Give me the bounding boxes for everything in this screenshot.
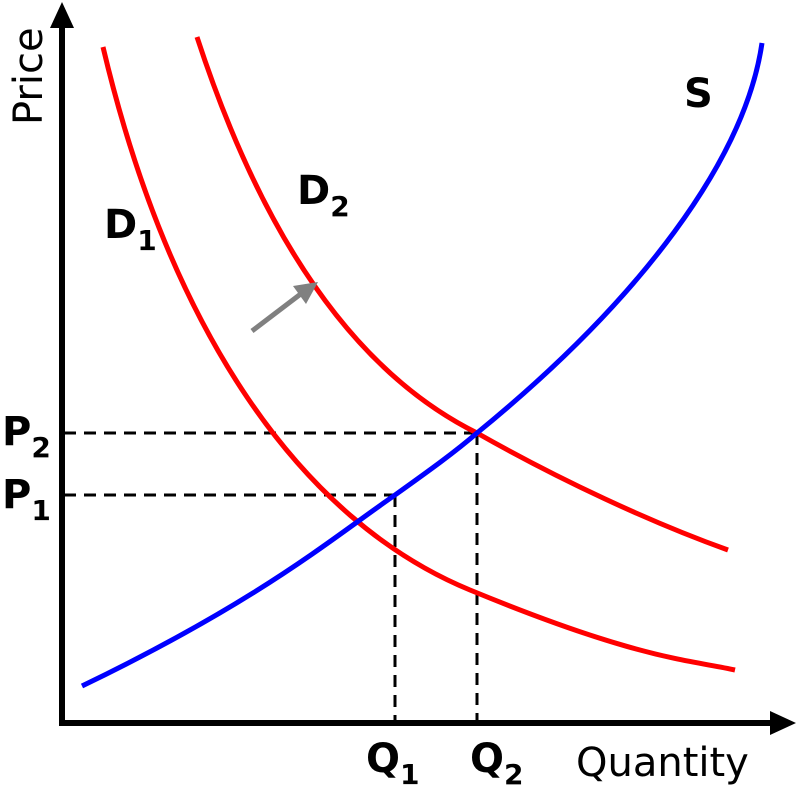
x-axis-label: Quantity bbox=[576, 740, 749, 786]
p1-letter: P bbox=[2, 472, 31, 518]
demand-shift-arrowhead bbox=[293, 282, 318, 304]
demand-curve-2 bbox=[194, 36, 729, 553]
p1-subscript: 1 bbox=[31, 494, 50, 527]
price-p1-label: P1 bbox=[2, 472, 51, 527]
q2-subscript: 2 bbox=[504, 758, 523, 791]
y-axis-arrowhead bbox=[50, 2, 74, 28]
demand-1-subscript: 1 bbox=[137, 224, 156, 257]
quantity-q1-label: Q1 bbox=[366, 736, 420, 791]
q1-letter: Q bbox=[366, 736, 400, 782]
demand-curve-2-label: D2 bbox=[297, 168, 350, 223]
demand-shift-arrow bbox=[250, 291, 304, 333]
price-p2-label: P2 bbox=[2, 409, 51, 464]
q1-subscript: 1 bbox=[400, 758, 419, 791]
demand-2-letter: D bbox=[297, 168, 330, 214]
demand-1-letter: D bbox=[104, 202, 137, 248]
demand-2-subscript: 2 bbox=[330, 190, 349, 223]
p2-letter: P bbox=[2, 409, 31, 455]
x-axis-arrowhead bbox=[770, 711, 796, 735]
p2-subscript: 2 bbox=[31, 431, 50, 464]
quantity-q2-label: Q2 bbox=[470, 736, 524, 791]
demand-curve-1 bbox=[100, 46, 736, 673]
y-axis-label: Price bbox=[6, 27, 52, 125]
supply-curve-label: S bbox=[684, 71, 713, 117]
supply-curve bbox=[80, 42, 765, 689]
demand-curve-1-label: D1 bbox=[104, 202, 157, 257]
q2-letter: Q bbox=[470, 736, 504, 782]
